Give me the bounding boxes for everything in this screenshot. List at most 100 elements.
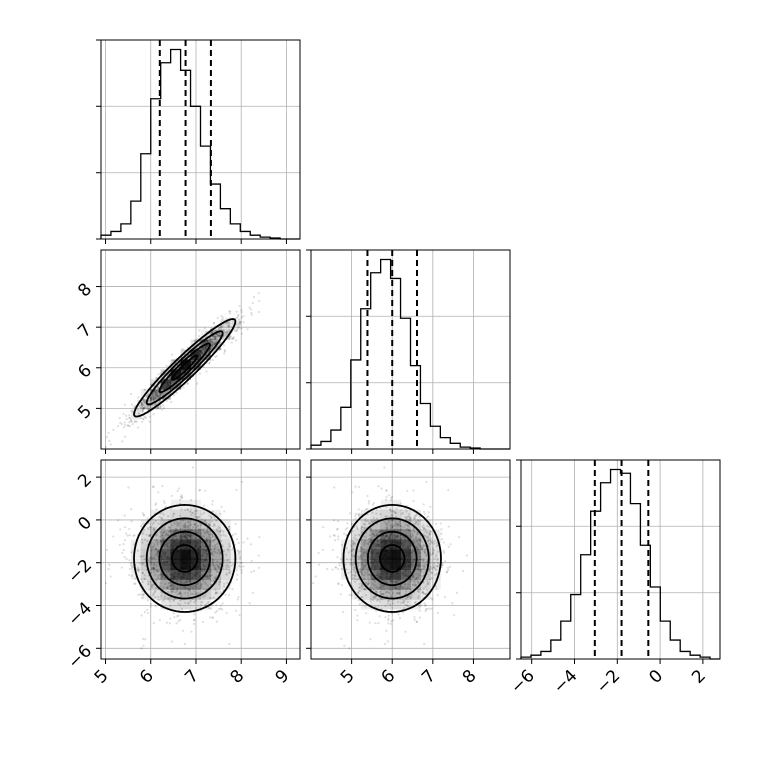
- scatter-point: [137, 570, 140, 573]
- scatter-point: [224, 333, 227, 336]
- scatter-point: [350, 593, 353, 597]
- scatter-point: [415, 540, 419, 543]
- scatter-point: [173, 585, 176, 588]
- scatter-point: [200, 352, 204, 355]
- scatter-point: [235, 578, 239, 581]
- scatter-point: [397, 613, 400, 616]
- scatter-point: [211, 342, 214, 345]
- scatter-point: [418, 609, 421, 612]
- scatter-point: [424, 610, 427, 613]
- panel-content: [104, 291, 261, 448]
- scatter-point: [134, 420, 137, 423]
- scatter-point: [156, 578, 159, 581]
- scatter-point: [213, 321, 216, 325]
- scatter-point: [442, 541, 445, 544]
- scatter-point: [156, 392, 159, 395]
- scatter-point: [186, 591, 189, 594]
- scatter-point: [196, 582, 200, 585]
- scatter-point: [216, 560, 219, 563]
- scatter-point: [314, 575, 317, 578]
- scatter-point: [425, 607, 429, 611]
- scatter-point: [427, 511, 430, 514]
- scatter-point: [146, 612, 150, 615]
- scatter-point: [216, 316, 219, 319]
- scatter-point: [156, 407, 159, 410]
- scatter-point: [421, 591, 425, 595]
- scatter-point: [434, 585, 438, 588]
- scatter-point: [238, 304, 241, 308]
- scatter-point: [427, 538, 431, 542]
- scatter-point: [428, 567, 431, 571]
- scatter-point: [214, 611, 217, 614]
- scatter-point: [343, 532, 346, 535]
- scatter-point: [417, 537, 420, 540]
- scatter-point: [452, 614, 456, 617]
- scatter-point: [149, 527, 153, 530]
- x-tick-label: 7: [181, 666, 203, 688]
- scatter-point: [386, 602, 390, 605]
- contour-line-0: [171, 544, 199, 573]
- scatter-point: [154, 403, 157, 406]
- scatter-point: [201, 596, 205, 599]
- density-cell: [160, 529, 171, 540]
- scatter-point: [390, 514, 394, 517]
- scatter-point: [157, 548, 160, 552]
- scatter-point: [150, 542, 153, 545]
- scatter-point: [147, 408, 150, 411]
- density-cell: [390, 549, 401, 560]
- scatter-point: [207, 606, 211, 610]
- scatter-point: [397, 592, 401, 595]
- scatter-point: [214, 537, 217, 540]
- scatter-point: [214, 568, 217, 571]
- scatter-point: [360, 572, 363, 575]
- scatter-point: [427, 515, 430, 518]
- scatter-point: [172, 513, 175, 516]
- scatter-point: [156, 538, 159, 542]
- scatter-point: [388, 508, 392, 511]
- y-tick-label: −2: [64, 556, 96, 588]
- scatter-point: [435, 553, 438, 556]
- scatter-point: [153, 567, 156, 571]
- scatter-point: [175, 579, 179, 582]
- density-cell: [360, 559, 371, 570]
- scatter-point: [390, 499, 393, 502]
- scatter-point: [405, 510, 408, 513]
- scatter-point: [232, 533, 235, 537]
- scatter-point: [157, 387, 160, 390]
- scatter-point: [379, 590, 382, 594]
- scatter-point: [142, 531, 145, 534]
- scatter-point: [430, 571, 434, 575]
- scatter-point: [368, 534, 371, 537]
- scatter-point: [219, 604, 222, 607]
- scatter-point: [199, 583, 203, 586]
- scatter-point: [202, 535, 205, 538]
- contour-line-3: [133, 503, 237, 613]
- density-cell: [140, 539, 152, 550]
- scatter-point: [358, 602, 361, 606]
- scatter-point: [257, 554, 260, 557]
- scatter-point: [250, 308, 253, 311]
- scatter-point: [123, 539, 127, 542]
- scatter-point: [200, 585, 203, 588]
- scatter-point: [209, 574, 212, 577]
- scatter-point: [107, 568, 110, 571]
- scatter-point: [353, 566, 356, 569]
- scatter-point: [415, 577, 418, 581]
- scatter-point: [382, 584, 385, 587]
- scatter-point: [357, 599, 360, 602]
- scatter-point: [418, 569, 421, 573]
- density-cell: [410, 509, 421, 520]
- scatter-point: [230, 569, 234, 573]
- scatter-point: [149, 396, 152, 399]
- scatter-point: [433, 564, 436, 567]
- scatter-point: [206, 530, 210, 534]
- density-cell: [380, 599, 391, 610]
- scatter-point: [154, 397, 158, 400]
- scatter-point: [362, 559, 365, 563]
- scatter-point: [378, 507, 382, 510]
- scatter-point: [220, 328, 223, 331]
- scatter-point: [363, 523, 367, 526]
- scatter-point: [204, 603, 207, 606]
- scatter-point: [391, 518, 394, 522]
- scatter-point: [179, 495, 182, 498]
